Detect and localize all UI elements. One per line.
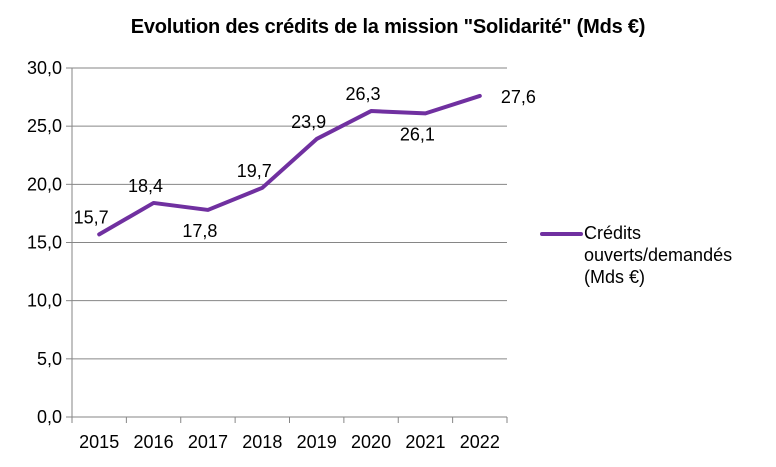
x-tick-label: 2017: [188, 432, 228, 452]
data-label: 26,1: [400, 124, 435, 144]
series: [97, 93, 482, 237]
x-tick-label: 2021: [405, 432, 445, 452]
x-tick-label: 2018: [242, 432, 282, 452]
legend-label-line: Crédits: [584, 223, 642, 243]
y-tick-label: 20,0: [27, 174, 62, 194]
x-axis-tick-labels: 2015 2016 2017 2018 2019 2020 2021 2022: [79, 432, 500, 452]
y-tick-label: 5,0: [37, 349, 62, 369]
data-label: 23,9: [291, 112, 326, 132]
x-tick-label: 2019: [297, 432, 337, 452]
data-label: 17,8: [182, 221, 217, 241]
legend-label-line: ouverts/demandés: [584, 245, 733, 265]
x-tick-label: 2015: [79, 432, 119, 452]
y-axis-tick-labels: 0,0 5,0 10,0 15,0 20,0 25,0 30,0: [27, 58, 62, 427]
axes: [66, 67, 508, 423]
data-label: 18,4: [128, 176, 163, 196]
data-labels: 15,7 18,4 17,8 19,7 23,9 26,3 26,1 27,6: [74, 84, 536, 241]
series-line: [97, 93, 482, 237]
chart-title: Evolution des crédits de la mission "Sol…: [130, 16, 646, 38]
data-label: 19,7: [237, 161, 272, 181]
x-tick-label: 2022: [460, 432, 500, 452]
gridlines: [72, 67, 507, 360]
data-label: 15,7: [74, 207, 109, 227]
data-label: 26,3: [346, 84, 381, 104]
y-tick-label: 25,0: [27, 116, 62, 136]
y-tick-label: 0,0: [37, 407, 62, 427]
x-tick-label: 2016: [134, 432, 174, 452]
y-tick-label: 30,0: [27, 58, 62, 78]
y-tick-label: 15,0: [27, 233, 62, 253]
legend-label: Crédits ouverts/demandés (Mds €): [584, 222, 776, 288]
y-tick-label: 10,0: [27, 291, 62, 311]
data-label: 27,6: [501, 87, 536, 107]
legend-label-line: (Mds €): [584, 267, 646, 287]
legend-swatch-line: [540, 232, 583, 236]
x-tick-label: 2020: [351, 432, 391, 452]
